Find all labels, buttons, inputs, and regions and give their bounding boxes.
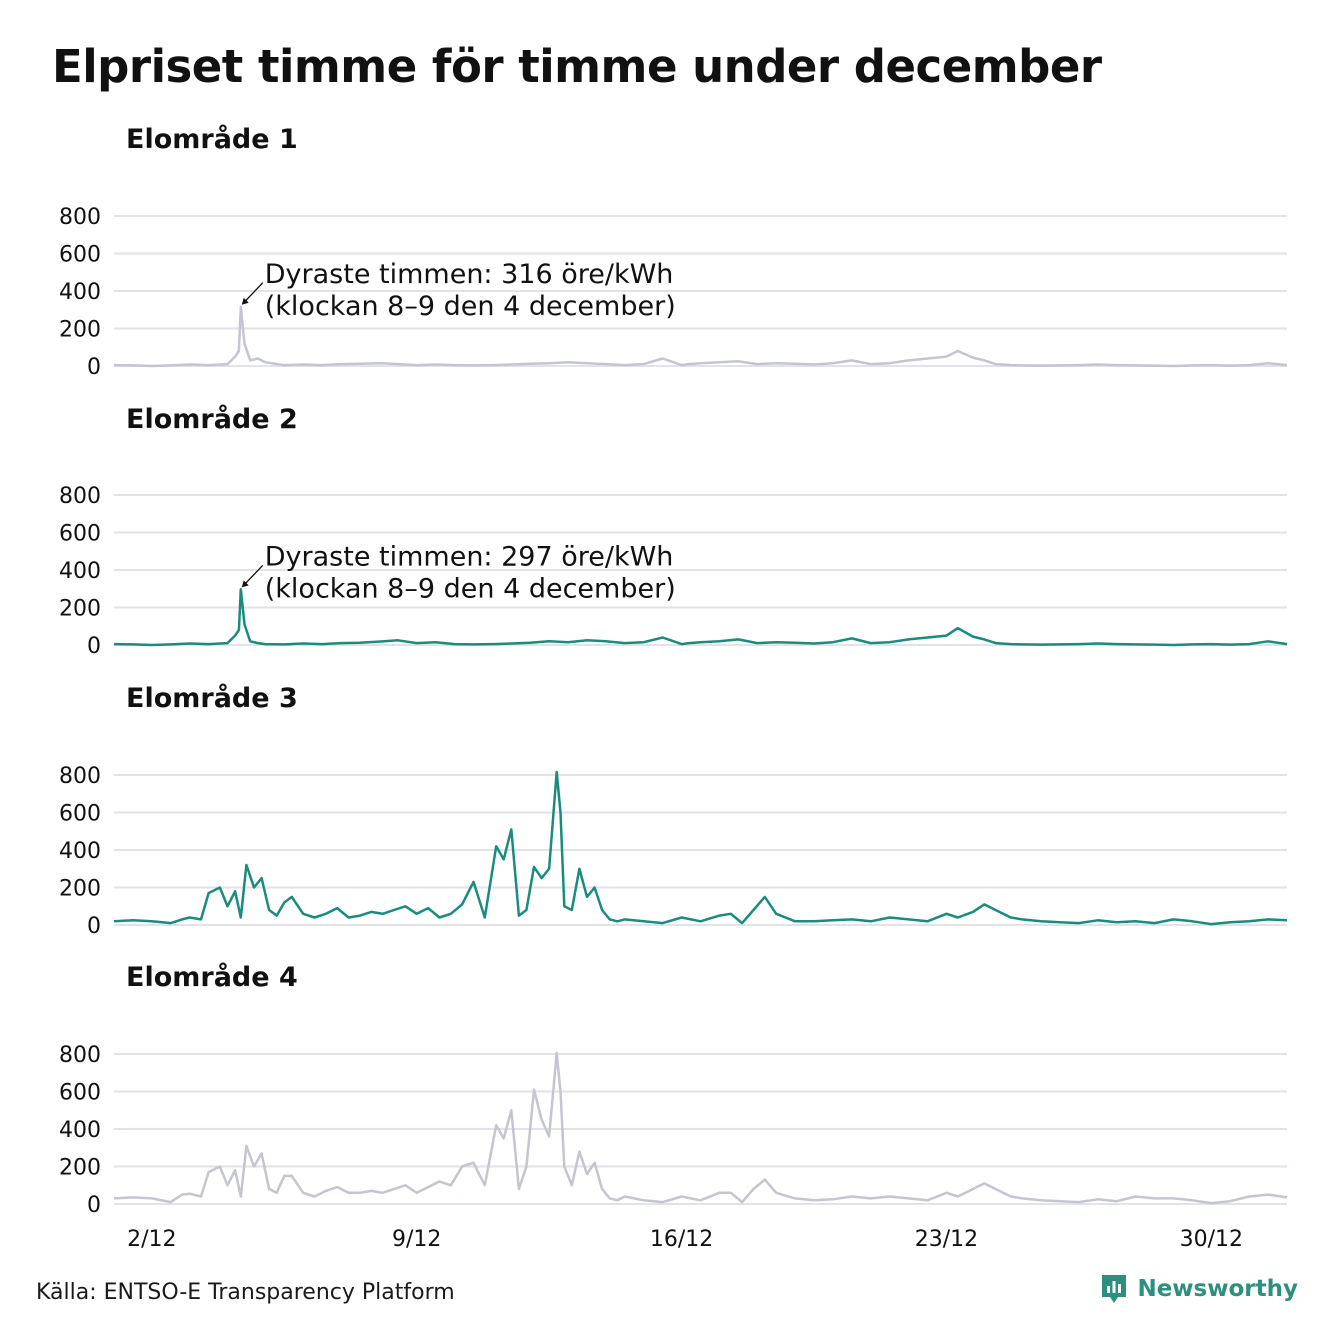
y-tick-label: 600 xyxy=(59,522,101,547)
panel-title: Elområde 3 xyxy=(126,682,298,714)
x-tick-label: 2/12 xyxy=(127,1227,176,1252)
x-tick-label: 16/12 xyxy=(650,1227,713,1252)
y-tick-label: 400 xyxy=(59,280,101,305)
panel-2: Elområde 2 0 200 400 600 800 Dyraste timmen: 2… xyxy=(59,403,1288,659)
y-tick-label: 400 xyxy=(59,559,101,584)
newsworthy-logo-icon xyxy=(1102,1275,1127,1303)
x-tick-label: 30/12 xyxy=(1180,1227,1243,1252)
y-tick-label: 800 xyxy=(59,764,101,789)
annotation-label: Dyraste timmen: 316 öre/kWh xyxy=(265,259,674,290)
panel-4: Elområde 4 0 200 400 600 800 2/12 9/12 16/12 23/1… xyxy=(59,961,1288,1252)
y-tick-label: 200 xyxy=(59,318,101,343)
y-tick-label: 0 xyxy=(87,914,101,939)
y-tick-label: 600 xyxy=(59,1081,101,1106)
y-tick-label: 400 xyxy=(59,839,101,864)
y-tick-label: 0 xyxy=(87,355,101,380)
y-tick-label: 800 xyxy=(59,484,101,509)
x-tick-label: 23/12 xyxy=(915,1227,978,1252)
y-tick-label: 800 xyxy=(59,1043,101,1068)
series-line xyxy=(113,1051,1288,1205)
series-line xyxy=(113,770,1288,926)
y-tick-label: 600 xyxy=(59,243,101,268)
panel-title: Elområde 1 xyxy=(126,123,298,155)
series-line xyxy=(113,588,1288,647)
y-tick-label: 200 xyxy=(59,877,101,902)
panel-title: Elområde 4 xyxy=(126,961,298,993)
annotation-arrowhead xyxy=(241,297,249,305)
panel-title: Elområde 2 xyxy=(126,403,298,435)
y-tick-label: 0 xyxy=(87,634,101,659)
annotation-label: Dyraste timmen: 297 öre/kWh xyxy=(265,541,674,572)
brand-name: Newsworthy xyxy=(1137,1276,1298,1302)
panel-3: Elområde 3 0 200 400 600 800 xyxy=(59,682,1288,939)
source-text: Källa: ENTSO-E Transparency Platform xyxy=(36,1280,455,1305)
panel-1: Elområde 1 0 200 400 600 800 Dyraste timmen: 3… xyxy=(59,123,1288,380)
x-tick-label: 9/12 xyxy=(392,1227,441,1252)
brand-logo[interactable]: Newsworthy xyxy=(1099,1272,1298,1306)
annotation-sublabel: (klockan 8–9 den 4 december) xyxy=(265,573,676,604)
y-tick-label: 800 xyxy=(59,205,101,230)
chart-panels: Elområde 1 0 200 400 600 800 Dyraste timmen: 3… xyxy=(59,123,1288,1252)
annotation-sublabel: (klockan 8–9 den 4 december) xyxy=(265,291,676,322)
series-line xyxy=(113,305,1288,368)
y-tick-label: 400 xyxy=(59,1118,101,1143)
y-tick-label: 200 xyxy=(59,1156,101,1181)
y-tick-label: 600 xyxy=(59,802,101,827)
annotation-arrowhead xyxy=(241,580,249,588)
y-tick-label: 0 xyxy=(87,1193,101,1218)
main-title: Elpriset timme för timme under december xyxy=(52,40,1102,93)
y-tick-label: 200 xyxy=(59,597,101,622)
